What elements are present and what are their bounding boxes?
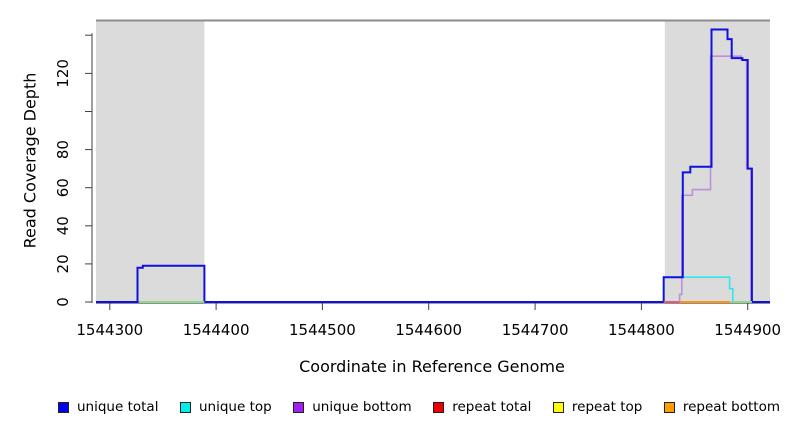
legend-swatch-icon xyxy=(58,401,69,413)
y-tick-label: 120 xyxy=(54,59,72,88)
legend-label: unique top xyxy=(199,399,272,415)
legend-swatch-icon xyxy=(663,401,675,413)
legend-item-unique-total: unique total xyxy=(58,399,158,415)
legend-item-unique-bottom: unique bottom xyxy=(293,399,412,415)
legend-swatch-icon xyxy=(433,401,445,413)
y-tick-label: 0 xyxy=(54,297,72,307)
x-tick-label: 1544800 xyxy=(608,321,675,339)
y-tick-label: 20 xyxy=(54,254,72,273)
x-tick-label: 1544700 xyxy=(502,321,569,339)
y-tick-label: 40 xyxy=(54,216,72,235)
y-tick-label: 60 xyxy=(54,178,72,197)
y-tick-label: 80 xyxy=(54,140,72,159)
x-tick-label: 1544500 xyxy=(289,321,356,339)
legend: unique total unique top unique bottom repea… xyxy=(58,399,780,415)
legend-label: unique total xyxy=(77,399,159,415)
legend-item-repeat-total: repeat total xyxy=(433,399,531,415)
x-tick-label: 1544900 xyxy=(714,321,781,339)
legend-label: unique bottom xyxy=(312,399,412,415)
x-tick-label: 1544600 xyxy=(395,321,462,339)
legend-label: repeat bottom xyxy=(682,399,780,415)
x-axis-title: Coordinate in Reference Genome xyxy=(299,357,565,376)
legend-item-repeat-bottom: repeat bottom xyxy=(663,399,780,415)
legend-swatch-icon xyxy=(552,401,564,413)
x-tick-label: 1544300 xyxy=(76,321,143,339)
shaded-region xyxy=(664,21,770,304)
legend-item-repeat-top: repeat top xyxy=(552,399,643,415)
series-unique-total xyxy=(96,28,770,303)
legend-swatch-icon xyxy=(293,401,305,413)
legend-label: repeat total xyxy=(452,399,532,415)
y-axis-title: Read Coverage Depth xyxy=(20,72,40,249)
legend-label: repeat top xyxy=(571,399,643,415)
legend-swatch-icon xyxy=(180,401,191,413)
x-tick-label: 1544400 xyxy=(183,321,250,339)
shaded-region xyxy=(96,21,205,304)
legend-item-unique-top: unique top xyxy=(180,399,272,415)
